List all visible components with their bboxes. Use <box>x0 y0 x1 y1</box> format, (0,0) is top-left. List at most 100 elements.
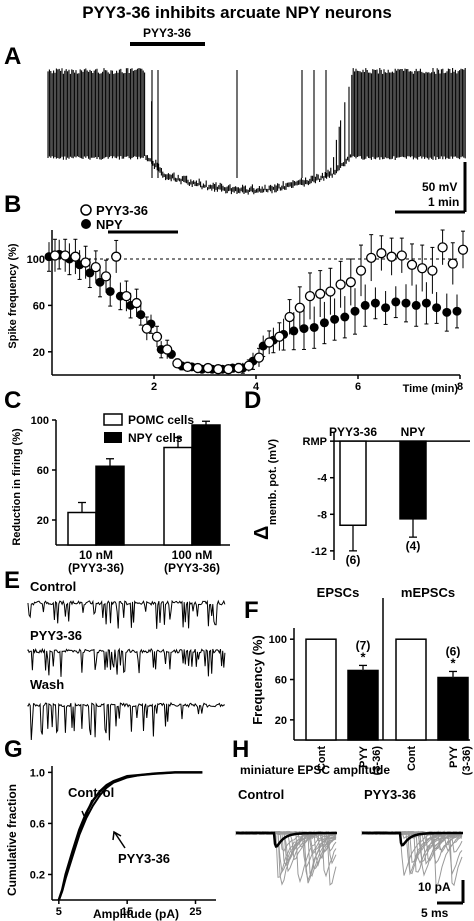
data-point-npy <box>289 326 299 336</box>
bar <box>191 424 221 546</box>
data-point-npy <box>411 300 421 310</box>
panel-d: RMP -4 -8 -12 (6) PYY3-36 (4) NPY Δ memb. pot. … <box>251 425 470 567</box>
data-point-npy <box>340 312 350 322</box>
data-point-pyy <box>223 364 234 375</box>
group-title: EPSCs <box>317 585 360 600</box>
data-point-npy <box>442 307 452 317</box>
mepsc-overlays <box>235 830 463 887</box>
data-point-pyy <box>315 288 326 299</box>
category-label: (PYY3-36) <box>164 561 220 575</box>
scale-ms-label: 5 ms <box>421 906 449 920</box>
y-tick-label: 60 <box>37 465 49 477</box>
plot-area: 0.2 0.6 1.0 5 15 25 <box>30 766 216 918</box>
y-tick-label: 60 <box>33 300 45 312</box>
arrowhead-pyy <box>112 830 122 841</box>
legend-marker-npy <box>81 219 91 229</box>
category-label: PYY3-36 <box>329 425 377 439</box>
bar <box>305 638 337 741</box>
data-point-npy <box>381 303 391 313</box>
data-point-npy <box>432 303 442 313</box>
mepsc-average <box>236 831 337 848</box>
panel-letter-g: G <box>4 736 23 763</box>
panel-h: miniature EPSC amplitude Control PYY3-36… <box>235 763 465 920</box>
data-point-pyy <box>447 258 458 269</box>
data-point-pyy <box>457 244 469 255</box>
category-label: (PYY3-36) <box>68 561 124 575</box>
data-point-pyy <box>192 362 203 374</box>
arrowhead-control <box>81 810 90 820</box>
panel-letter-h: H <box>232 736 249 763</box>
x-tick-label: 4 <box>253 381 260 393</box>
y-tick-label: 100 <box>31 415 49 427</box>
category-label: PYY <box>358 745 370 768</box>
data-point-pyy <box>131 297 142 309</box>
legend-label-pomc: POMC cells <box>128 413 194 427</box>
y-tick-label: 1.0 <box>30 767 45 779</box>
panel-h-subtitle: miniature EPSC amplitude <box>240 763 390 777</box>
x-tick-label: 6 <box>355 381 361 393</box>
panel-letter-f: F <box>244 597 259 624</box>
data-point-pyy <box>49 250 61 261</box>
data-point-npy <box>401 298 411 308</box>
data-point-npy <box>370 298 380 308</box>
panel-letter-d: D <box>244 387 261 414</box>
data-point-pyy <box>406 259 418 270</box>
annotation-pyy: PYY3-36 <box>118 851 170 866</box>
annotation-control: Control <box>68 785 114 800</box>
figure-title: PYY3-36 inhibits arcuate NPY neurons <box>82 3 392 22</box>
current-trace-pyy <box>27 647 226 677</box>
trace-label-control: Control <box>30 579 76 594</box>
data-point-npy <box>319 318 329 328</box>
scale-pa-label: 10 pA <box>418 880 451 894</box>
data-point-pyy <box>100 271 112 282</box>
y-tick-label: 60 <box>275 675 287 687</box>
panel-b: PYY3-36 NPY 20 60 100 2 4 6 8 Spike frequency … <box>7 203 469 395</box>
x-tick-label: 5 <box>56 906 62 918</box>
data-point-pyy <box>213 364 224 375</box>
arrow-control <box>84 799 93 818</box>
data-point-pyy <box>151 331 163 342</box>
bar <box>347 669 379 741</box>
data-point-pyy <box>274 331 285 342</box>
category-label: (3-36) <box>461 746 473 776</box>
data-point-npy <box>452 306 462 316</box>
data-point-pyy <box>70 251 81 262</box>
trace-label-pyy: PYY3-36 <box>30 628 82 643</box>
panel-g: 0.2 0.6 1.0 5 15 25 Cumulative fraction Ampli… <box>5 766 216 921</box>
membrane-potential-trace <box>47 68 466 195</box>
spike-train <box>47 68 466 195</box>
x-tick-label: 15 <box>121 906 133 918</box>
legend-swatch-pomc <box>103 413 123 426</box>
category-label: 100 nM <box>172 548 213 562</box>
significance-marker: * <box>450 655 456 670</box>
y-tick-label: -12 <box>311 546 327 558</box>
data-point-npy <box>350 306 360 316</box>
data-point-npy <box>105 286 115 296</box>
delta-symbol: Δ <box>251 526 273 540</box>
trace-label-wash: Wash <box>30 677 64 692</box>
data-point-pyy <box>366 252 377 263</box>
category-label: NPY <box>401 425 426 439</box>
group-title: mEPSCs <box>401 585 455 600</box>
data-point-pyy <box>121 290 132 302</box>
data-point-pyy <box>253 352 265 363</box>
data-point-npy <box>136 310 146 320</box>
y-axis-label: Cumulative fraction <box>5 784 19 896</box>
category-label: PYY <box>448 745 460 768</box>
y-axis-label: Spike frequency (%) <box>7 243 19 348</box>
data-point-pyy <box>162 344 173 355</box>
legend-label-npy: NPY cells <box>128 431 183 445</box>
n-label: (4) <box>406 539 421 553</box>
data-point-pyy <box>141 323 152 334</box>
n-label: (7) <box>356 638 371 652</box>
bar <box>339 440 367 527</box>
y-tick-label: 20 <box>37 515 49 527</box>
current-trace-control <box>27 599 226 629</box>
y-tick-label: 0.2 <box>30 869 45 881</box>
panel-letter-b: B <box>4 191 21 218</box>
data-point-npy <box>360 300 370 310</box>
y-tick-label: -8 <box>317 509 327 521</box>
data-point-pyy <box>437 242 448 253</box>
